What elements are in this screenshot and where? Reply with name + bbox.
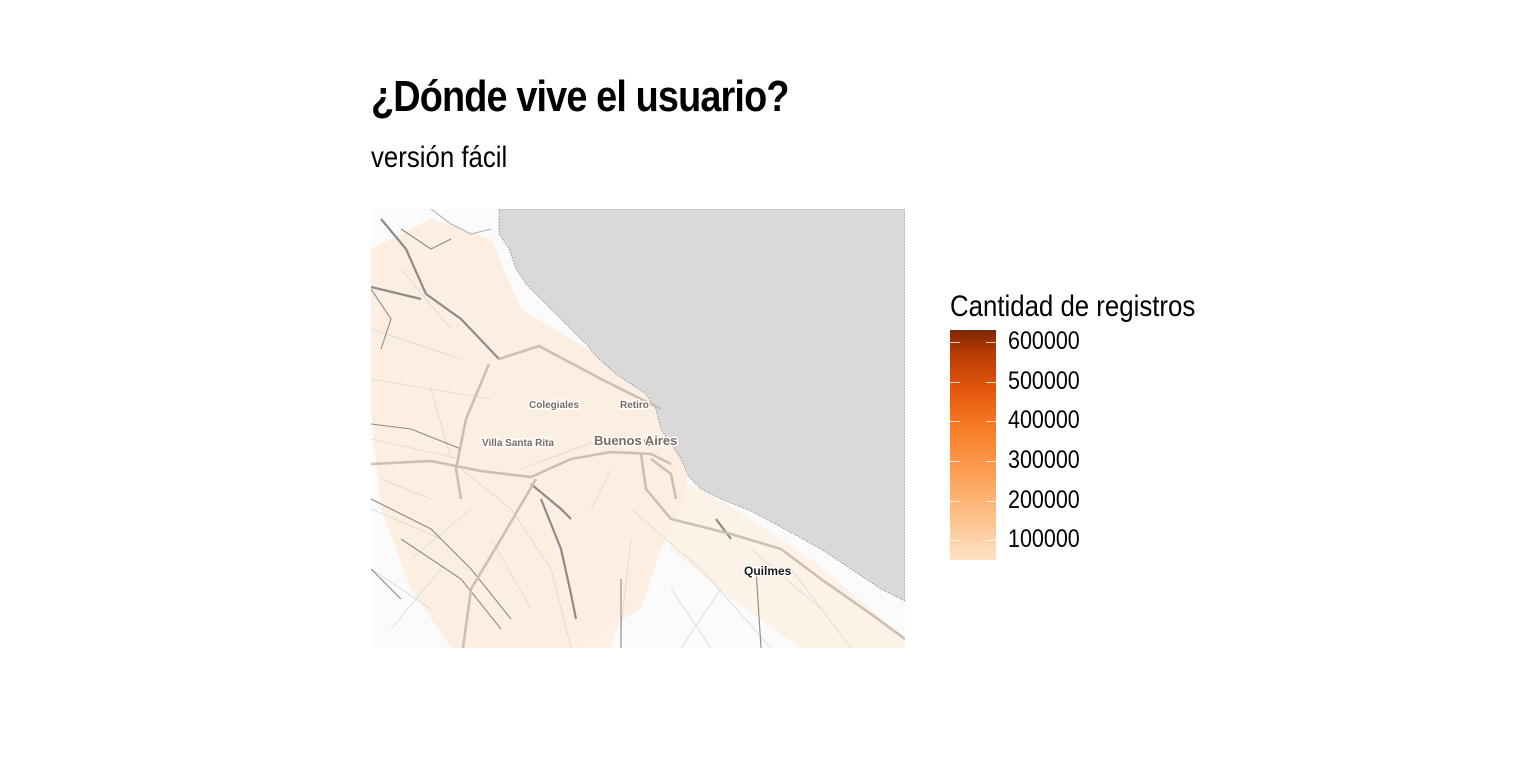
legend-tick-label: 400000	[1008, 406, 1080, 435]
legend-tick-mark	[986, 381, 996, 383]
legend-colorbar	[950, 330, 996, 560]
map-panel[interactable]: Colegiales Retiro Villa Santa Rita Bueno…	[371, 209, 905, 648]
dark-streets	[371, 228, 762, 648]
place-label-quilmes: Quilmes	[744, 564, 792, 578]
legend-tick-mark	[986, 460, 996, 462]
legend-tick-mark	[986, 540, 996, 542]
coastal-roads	[430, 209, 492, 235]
legend-tick-mark	[986, 421, 996, 423]
highways	[371, 218, 732, 620]
river-water	[498, 209, 905, 602]
legend-tick-mark	[950, 540, 960, 542]
place-label-retiro: Retiro	[620, 400, 649, 411]
main-avenues	[371, 344, 905, 648]
legend-tick-label: 100000	[1008, 525, 1080, 554]
legend-tick-mark	[986, 500, 996, 502]
place-label-buenos-aires: Buenos Aires	[594, 433, 677, 448]
map-canvas: Colegiales Retiro Villa Santa Rita Bueno…	[371, 209, 905, 648]
legend-tick-label: 200000	[1008, 485, 1080, 514]
legend-tick-mark	[950, 381, 960, 383]
legend-tick-mark	[986, 341, 996, 343]
legend-title: Cantidad de registros	[950, 290, 1196, 323]
legend-tick-mark	[950, 500, 960, 502]
hexbin-density-layer	[371, 219, 905, 648]
chart-subtitle: versión fácil	[371, 141, 508, 174]
legend-tick-label: 600000	[1008, 326, 1080, 355]
chart-title: ¿Dónde vive el usuario?	[371, 72, 789, 121]
legend-tick-label: 300000	[1008, 445, 1080, 474]
place-label-villa-santa-rita: Villa Santa Rita	[482, 438, 555, 449]
minor-streets	[371, 268, 852, 648]
place-label-colegiales: Colegiales	[529, 400, 579, 411]
legend-tick-mark	[950, 421, 960, 423]
density-hotspot[interactable]	[644, 438, 652, 446]
legend-tick-mark	[950, 460, 960, 462]
legend-tick-label: 500000	[1008, 366, 1080, 395]
legend: Cantidad de registros 600000 500000 400000…	[950, 290, 1250, 570]
legend-tick-mark	[950, 341, 960, 343]
